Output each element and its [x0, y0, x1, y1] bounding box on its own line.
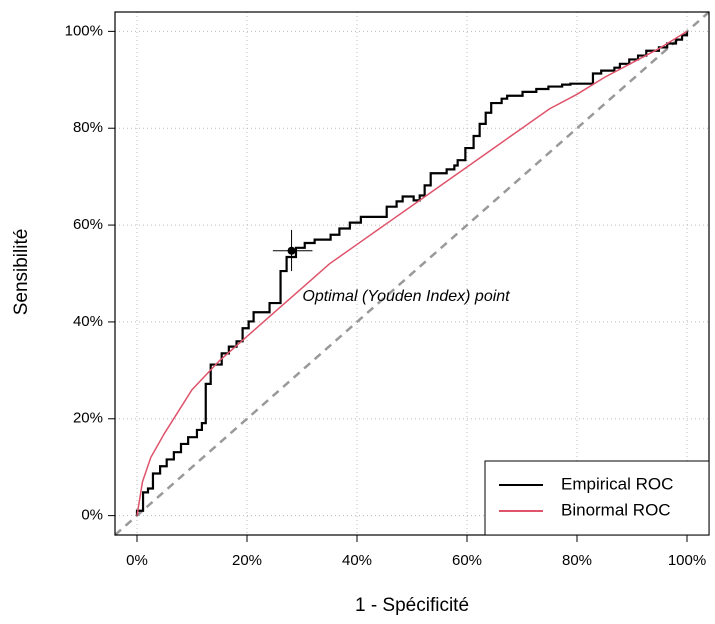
- x-tick-label: 60%: [452, 552, 482, 569]
- x-tick-label: 80%: [562, 552, 592, 569]
- y-tick-label: 20%: [73, 410, 103, 427]
- y-tick-label: 60%: [73, 216, 103, 233]
- roc-curve: [136, 30, 688, 516]
- y-tick-label: 40%: [73, 313, 103, 330]
- y-axis-label: Sensibilité: [11, 229, 32, 316]
- y-tick-label: 80%: [73, 119, 103, 136]
- chance-line: [114, 11, 710, 536]
- annotation: Optimal (Youden Index) point: [302, 288, 510, 305]
- plot-frame: [114, 11, 710, 536]
- legend-box: [484, 460, 710, 536]
- x-tick-label: 100%: [668, 552, 706, 569]
- y-tick-label: 0%: [81, 507, 103, 524]
- legend-label: Empirical ROC: [561, 474, 673, 493]
- legend-label: Binormal ROC: [561, 500, 671, 519]
- x-tick-label: 20%: [232, 552, 262, 569]
- roc-curve: [135, 31, 689, 516]
- y-tick-label: 100%: [65, 22, 103, 39]
- x-tick-label: 40%: [342, 552, 372, 569]
- x-axis-label: 1 - Spécificité: [355, 595, 469, 616]
- optimal-point: [287, 246, 296, 255]
- x-tick-label: 0%: [126, 552, 148, 569]
